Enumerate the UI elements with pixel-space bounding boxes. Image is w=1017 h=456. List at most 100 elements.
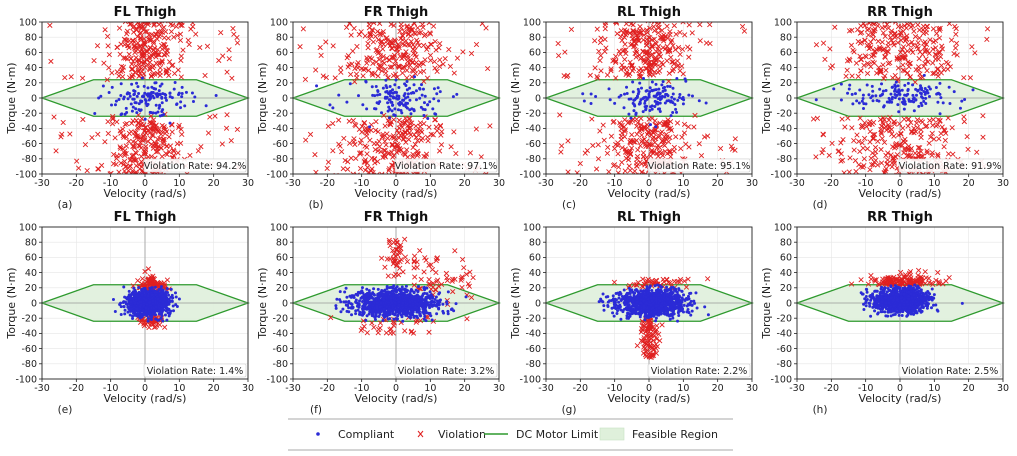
violation-point [343,24,350,30]
y-tick-label: 100 [523,17,541,28]
violation-point [127,163,133,169]
compliant-point [589,92,593,96]
violation-point [421,68,427,74]
violation-point [900,125,906,131]
violation-point [195,148,202,154]
violation-point [391,320,397,326]
y-axis-label: Torque (N·m) [256,62,269,134]
violation-point [913,120,920,126]
compliant-point [160,307,164,311]
compliant-point [99,94,103,98]
violation-point [170,22,176,28]
violation-point [154,52,160,58]
violation-point [121,55,127,61]
violation-point [651,24,657,30]
compliant-point [149,111,153,115]
violation-point [179,22,185,26]
compliant-point [897,97,901,101]
compliant-point [429,314,433,318]
compliant-point [918,91,922,95]
violation-point [364,60,370,66]
violation-point [861,156,867,162]
violation-point [226,56,232,62]
violation-point [664,23,670,29]
compliant-point [871,99,875,103]
compliant-point [607,87,611,91]
compliant-point [674,107,678,111]
violation-point [133,48,139,54]
compliant-point [922,99,926,103]
compliant-point [130,292,134,296]
violation-point [857,53,863,59]
violation-series [130,266,172,331]
violation-point [131,29,137,35]
compliant-point [906,88,910,92]
violation-point [178,57,184,64]
violation-point [895,65,902,71]
violation-point [594,26,600,32]
violation-point [430,132,436,138]
violation-point [173,23,179,30]
violation-point [565,138,571,144]
compliant-point [113,310,117,314]
violation-point [651,22,658,25]
violation-point [939,124,945,130]
subplot-5: FL Thigh-30 -20 -10 0 10 20 30-100-80-60-40-20… [5,210,254,416]
compliant-point [648,86,652,90]
violation-point [150,123,156,129]
violation-point [389,172,396,174]
violation-point [390,330,396,336]
compliant-point [345,100,349,104]
x-axis-label: Velocity (rad/s) [608,187,691,200]
compliant-point [133,301,137,305]
compliant-point [925,89,929,93]
compliant-point [149,92,153,96]
compliant-point [397,287,401,291]
violation-point [404,24,410,30]
violation-point [151,22,157,28]
violation-point [555,40,561,47]
violation-point [423,257,429,263]
violation-point [151,279,157,286]
y-tick-label: 0 [786,93,792,104]
compliant-point [394,78,398,82]
violation-point [113,155,120,162]
compliant-point [368,125,372,129]
violation-point [156,52,162,58]
violation-point [126,51,132,57]
violation-point [437,57,443,63]
x-tick-label: 10 [173,383,185,394]
violation-point [930,46,936,52]
compliant-point [923,87,927,91]
compliant-point [113,103,117,107]
violation-point [129,153,135,159]
violation-point [375,66,382,72]
violation-point [163,150,169,157]
violation-point [453,150,459,157]
compliant-point [148,312,152,316]
compliant-point [119,94,123,98]
violation-point [426,281,432,287]
violation-point [370,169,376,174]
violation-point [118,160,124,166]
compliant-point [161,300,165,304]
compliant-point [169,287,173,291]
compliant-point [408,98,412,102]
violation-point [622,134,628,140]
violation-point [123,171,129,174]
violation-point [378,255,385,261]
compliant-point [184,90,188,94]
compliant-point [653,99,657,103]
violation-point [984,36,990,42]
violation-point [670,42,676,49]
compliant-point [435,299,439,303]
compliant-point [137,108,141,112]
violation-point [145,36,152,43]
compliant-point [429,293,433,297]
violation-point [193,31,199,37]
compliant-point [902,107,906,111]
violation-point [228,137,234,144]
compliant-point [906,81,910,85]
violation-point [635,34,641,41]
violation-point [118,63,125,70]
